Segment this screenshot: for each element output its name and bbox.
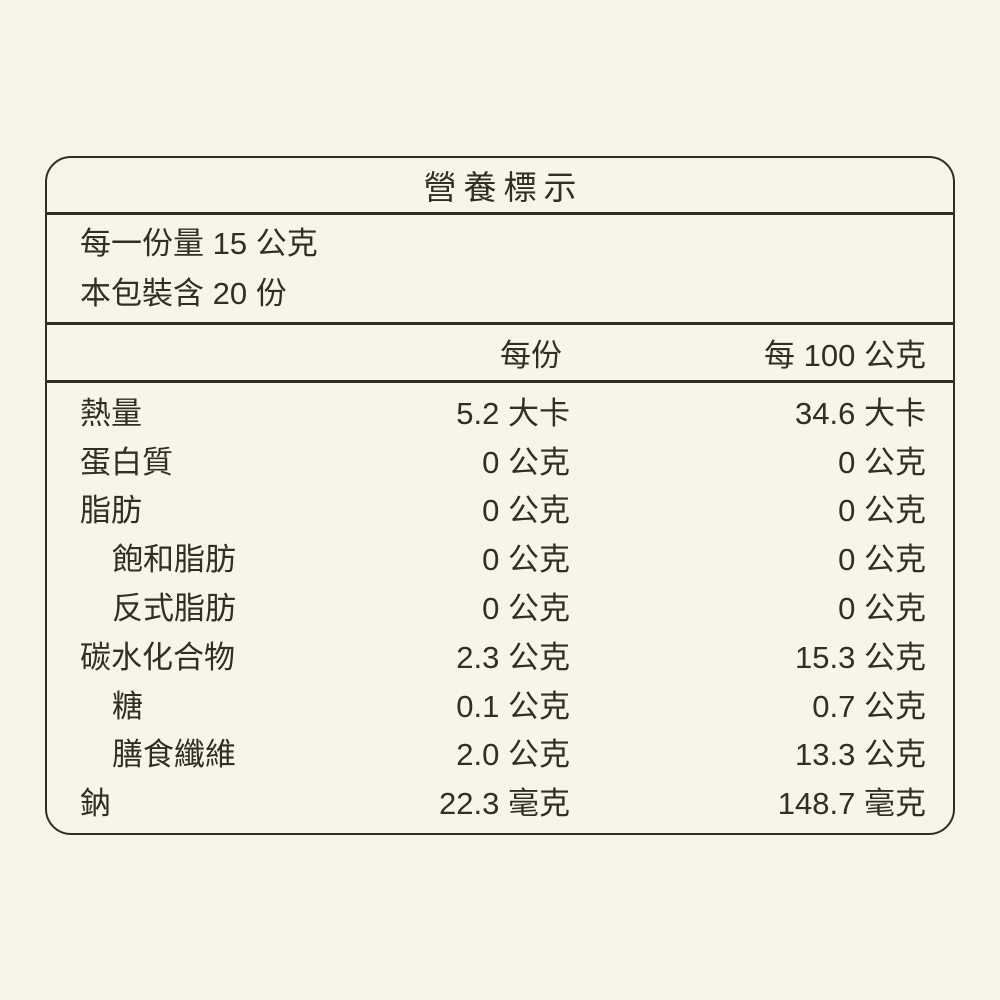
value-per-serving: 0.1 公克 — [456, 688, 570, 724]
value-per-serving: 2.3 公克 — [456, 639, 570, 675]
value-per-100g: 0 公克 — [838, 493, 926, 529]
table-row: 鈉 22.3 毫克 148.7 毫克 — [47, 776, 953, 825]
nutrient-name: 糖 — [112, 688, 143, 724]
value-per-serving: 0 公克 — [482, 591, 570, 627]
table-row: 膳食纖維 2.0 公克 13.3 公克 — [47, 727, 953, 776]
nutrient-name: 熱量 — [80, 395, 142, 431]
servings-per-package-text: 本包裝含 20 份 — [80, 275, 287, 311]
nutrient-name: 蛋白質 — [80, 444, 173, 480]
value-per-serving: 0 公克 — [482, 542, 570, 578]
table-row: 碳水化合物 2.3 公克 15.3 公克 — [47, 630, 953, 679]
value-per-serving: 22.3 毫克 — [439, 786, 570, 822]
table-row: 反式脂肪 0 公克 0 公克 — [47, 581, 953, 630]
table-row: 脂肪 0 公克 0 公克 — [47, 484, 953, 533]
table-row: 熱量 5.2 大卡 34.6 大卡 — [47, 386, 953, 435]
value-per-serving: 2.0 公克 — [456, 737, 570, 773]
value-per-100g: 0 公克 — [838, 591, 926, 627]
nutrient-name: 鈉 — [80, 786, 111, 822]
serving-size-text: 每一份量 15 公克 — [80, 225, 318, 261]
value-per-serving: 0 公克 — [482, 493, 570, 529]
nutrition-label: 營養標示 每一份量 15 公克 本包裝含 20 份 每份 每 100 公克 熱量… — [45, 156, 955, 835]
column-header-per-serving: 每份 — [500, 338, 562, 373]
nutrition-table: 熱量 5.2 大卡 34.6 大卡 蛋白質 0 公克 0 公克 脂肪 0 公克 … — [47, 383, 953, 833]
table-row: 飽和脂肪 0 公克 0 公克 — [47, 532, 953, 581]
table-row: 蛋白質 0 公克 0 公克 — [47, 435, 953, 484]
value-per-100g: 13.3 公克 — [795, 737, 926, 773]
value-per-100g: 0 公克 — [838, 444, 926, 480]
nutrient-name: 反式脂肪 — [112, 591, 236, 627]
value-per-100g: 0 公克 — [838, 542, 926, 578]
value-per-100g: 34.6 大卡 — [795, 395, 926, 431]
serving-info: 每一份量 15 公克 本包裝含 20 份 — [47, 215, 953, 325]
value-per-100g: 148.7 毫克 — [777, 786, 926, 822]
value-per-100g: 0.7 公克 — [812, 688, 926, 724]
value-per-100g: 15.3 公克 — [795, 639, 926, 675]
value-per-serving: 5.2 大卡 — [456, 395, 570, 431]
column-header-per-100g: 每 100 公克 — [764, 338, 926, 373]
nutrient-name: 膳食纖維 — [112, 737, 236, 773]
label-title: 營養標示 — [47, 158, 953, 215]
nutrient-name: 飽和脂肪 — [112, 542, 236, 578]
table-row: 糖 0.1 公克 0.7 公克 — [47, 679, 953, 728]
nutrient-name: 碳水化合物 — [80, 639, 235, 675]
value-per-serving: 0 公克 — [482, 444, 570, 480]
table-header: 每份 每 100 公克 — [47, 325, 953, 383]
nutrient-name: 脂肪 — [80, 493, 142, 529]
